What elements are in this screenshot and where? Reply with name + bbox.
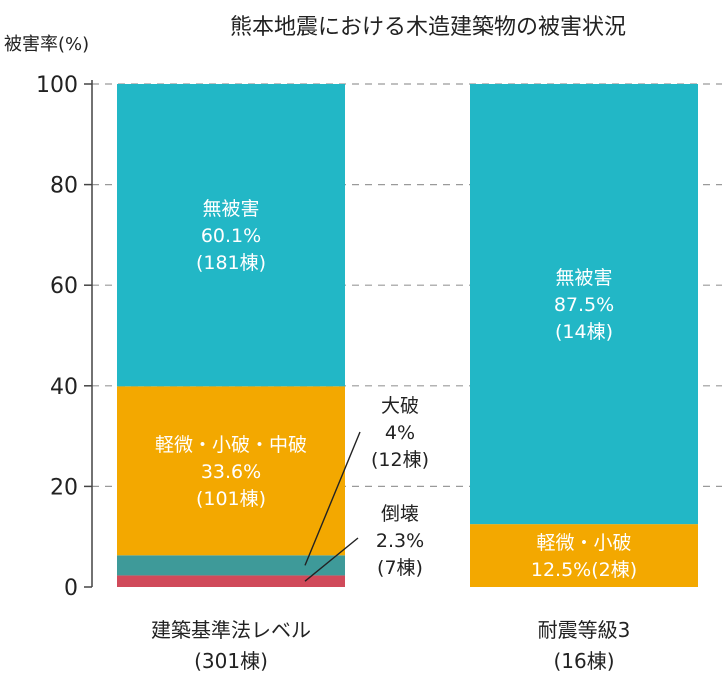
label-0-major-1: 4% xyxy=(385,422,415,444)
category-count-1: (16棟) xyxy=(553,649,614,673)
label-0-none-1: 60.1% xyxy=(201,225,261,247)
bar-1-minor xyxy=(470,524,698,587)
label-0-minor-1: 33.6% xyxy=(201,461,261,483)
y-axis: 0 20 40 60 80 100 xyxy=(36,73,93,601)
label-1-none-2: (14棟) xyxy=(555,321,613,343)
label-0-collapse-1: 2.3% xyxy=(376,530,424,552)
label-1-minor-1: 12.5%(2棟) xyxy=(531,559,637,581)
category-label-1: 耐震等級3 xyxy=(538,618,631,642)
y-tick-label-0: 0 xyxy=(64,576,78,601)
y-axis-label: 被害率(%) xyxy=(4,34,89,55)
label-1-minor-0: 軽微・小破 xyxy=(536,532,631,554)
label-1-none-1: 87.5% xyxy=(554,294,614,316)
y-tick-label-20: 20 xyxy=(50,475,78,500)
category-count-0: (301棟) xyxy=(194,649,268,673)
bar-0-none xyxy=(117,84,345,387)
label-0-none-2: (181棟) xyxy=(196,252,266,274)
label-0-collapse-0: 倒壊 xyxy=(381,503,419,525)
label-1-none-0: 無被害 xyxy=(555,267,612,289)
leader-line-collapse xyxy=(304,537,359,582)
y-tick-label-40: 40 xyxy=(50,375,78,400)
label-0-collapse-2: (7棟) xyxy=(377,557,423,579)
bar-1-none xyxy=(470,84,698,525)
label-0-major-2: (12棟) xyxy=(371,449,429,471)
label-0-minor-0: 軽微・小破・中破 xyxy=(155,434,307,456)
y-tick-label-60: 60 xyxy=(50,274,78,299)
y-tick-label-100: 100 xyxy=(36,73,78,98)
chart-title: 熊本地震における木造建築物の被害状況 xyxy=(230,15,626,40)
bar-0-major xyxy=(117,555,345,576)
label-0-major-0: 大破 xyxy=(381,395,419,417)
bar-0-collapse xyxy=(117,575,345,587)
y-tick-label-80: 80 xyxy=(50,174,78,199)
leader-line-major xyxy=(304,431,361,566)
label-0-minor-2: (101棟) xyxy=(196,488,266,510)
x-axis-categories: 建築基準法レベル (301棟) 耐震等級3 (16棟) xyxy=(151,618,630,673)
label-0-none-0: 無被害 xyxy=(202,198,259,220)
data-labels: 倒壊 2.3% (7棟) 大破 4% (12棟) 軽微・小破・中破 33.6% (101棟) 無被… xyxy=(155,198,637,582)
category-label-0: 建築基準法レベル xyxy=(151,618,311,642)
bars xyxy=(117,84,698,587)
bar-0-minor xyxy=(117,386,345,556)
